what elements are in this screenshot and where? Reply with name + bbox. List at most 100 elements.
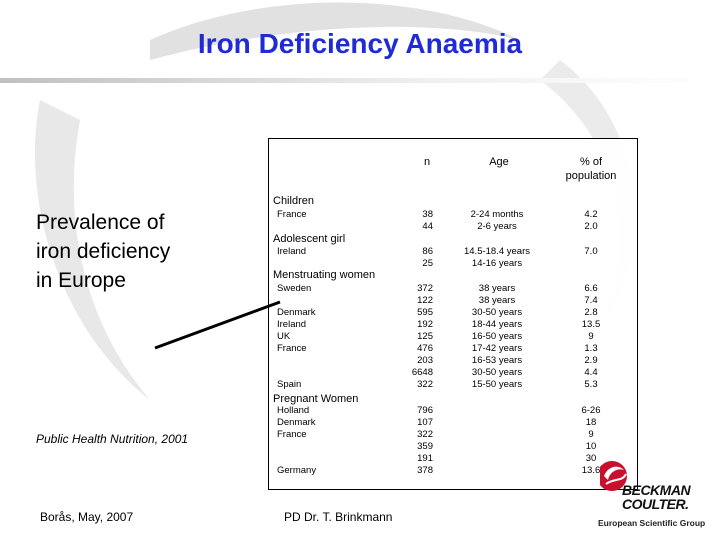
country: Germany xyxy=(277,465,317,476)
pct-value: 10 xyxy=(585,441,597,452)
pct-value: 9 xyxy=(588,429,594,440)
age-value: 2-6 years xyxy=(477,221,517,232)
pct-value: 18 xyxy=(585,417,597,428)
age-value: 30-50 years xyxy=(471,367,523,378)
n-value: 6648 xyxy=(411,367,433,378)
title-divider xyxy=(0,78,720,83)
children-pct: 4.2 2.0 xyxy=(575,209,607,233)
menstruating-pct: 6.6 7.4 2.8 13.5 9 1.3 2.9 4.4 5.3 xyxy=(575,283,607,391)
n-value: 125 xyxy=(417,331,433,342)
age-value: 38 years xyxy=(478,295,516,306)
n-value: 322 xyxy=(417,429,433,440)
age-value: 14.5-18.4 years xyxy=(463,246,530,257)
country: Denmark xyxy=(277,417,316,428)
country: Ireland xyxy=(277,246,307,257)
country xyxy=(277,441,316,453)
country: UK xyxy=(277,331,291,342)
logo-line-2: COULTER. xyxy=(622,496,689,512)
country: France xyxy=(277,209,307,220)
pregnant-countries: Holland Denmark France Germany xyxy=(277,405,316,477)
pct-value: 2.8 xyxy=(584,307,598,318)
pct-value: 4.4 xyxy=(584,367,598,378)
n-value: 796 xyxy=(417,405,433,416)
pct-value: 30 xyxy=(585,453,597,464)
age-value: 16-53 years xyxy=(471,355,523,366)
n-value: 372 xyxy=(417,283,433,294)
menstruating-age: 38 years 38 years 30-50 years 18-44 year… xyxy=(447,283,547,391)
prevalence-line: in Europe xyxy=(36,269,126,292)
prevalence-heading: Prevalence of iron deficiency in Europe xyxy=(36,208,170,295)
footer-place-date: Borås, May, 2007 xyxy=(40,510,134,524)
adolescent-countries: Ireland xyxy=(277,246,306,258)
adolescent-age: 14.5-18.4 years 14-16 years xyxy=(447,246,547,270)
n-value: 191 xyxy=(417,453,433,464)
prevalence-line: Prevalence of xyxy=(36,211,165,234)
pct-value: 6.6 xyxy=(584,283,598,294)
n-value: 476 xyxy=(417,343,433,354)
age-value: 14-16 years xyxy=(471,258,523,269)
pct-value: 13.5 xyxy=(581,319,601,330)
country xyxy=(277,367,316,379)
pct-value: 2.0 xyxy=(584,221,598,232)
section-pregnant: Pregnant Women xyxy=(273,393,361,405)
pct-value: 7.4 xyxy=(584,295,598,306)
section-children: Children xyxy=(273,195,353,207)
age-value: 2-24 months xyxy=(470,209,524,220)
adolescent-n: 86 25 xyxy=(403,246,433,270)
pregnant-n: 796 107 322 359 191 378 xyxy=(403,405,433,477)
header-percent: % of population xyxy=(565,156,617,182)
logo-subtitle: European Scientific Group xyxy=(598,518,706,528)
country xyxy=(277,355,316,367)
beckman-coulter-logo xyxy=(600,461,627,491)
n-value: 192 xyxy=(417,319,433,330)
citation: Public Health Nutrition, 2001 xyxy=(36,432,189,446)
pct-value: 4.2 xyxy=(584,209,598,220)
n-value: 595 xyxy=(417,307,433,318)
pct-value: 13.6 xyxy=(581,465,601,476)
country: France xyxy=(277,429,307,440)
slide-title: Iron Deficiency Anaemia xyxy=(197,28,523,59)
age-value: 16-50 years xyxy=(471,331,523,342)
pct-value: 5.3 xyxy=(584,379,598,390)
age-value: 17-42 years xyxy=(471,343,523,354)
prevalence-line: iron deficiency xyxy=(36,240,171,263)
children-n: 38 44 xyxy=(403,209,433,233)
country xyxy=(277,295,316,307)
n-value: 86 xyxy=(422,246,433,257)
prevalence-table: n Age % of population Children France 38… xyxy=(268,138,638,490)
age-value: 30-50 years xyxy=(471,307,523,318)
country: Sweden xyxy=(277,283,312,294)
header-n: n xyxy=(423,156,431,168)
pct-value: 7.0 xyxy=(584,246,598,257)
n-value: 359 xyxy=(417,441,433,452)
age-value: 18-44 years xyxy=(471,319,523,330)
pct-value: 2.9 xyxy=(584,355,598,366)
age-value: 15-50 years xyxy=(471,379,523,390)
n-value: 378 xyxy=(417,465,433,476)
pct-value: 9 xyxy=(588,331,594,342)
country xyxy=(277,453,316,465)
children-age: 2-24 months 2-6 years xyxy=(447,209,547,233)
n-value: 44 xyxy=(422,221,433,232)
header-age: Age xyxy=(489,156,509,168)
n-value: 203 xyxy=(417,355,433,366)
logo-wordmark: BECKMAN COULTER. xyxy=(622,482,691,512)
age-value: 38 years xyxy=(478,283,516,294)
country: Denmark xyxy=(277,307,316,318)
n-value: 38 xyxy=(422,209,433,220)
menstruating-n: 372 122 595 192 125 476 203 6648 322 xyxy=(403,283,433,391)
pct-value: 6-26 xyxy=(581,405,601,416)
country: Ireland xyxy=(277,319,307,330)
pregnant-pct: 6-26 18 9 10 30 13.6 xyxy=(575,405,607,477)
logo-line-1: BECKMAN xyxy=(622,482,691,498)
country: Spain xyxy=(277,379,302,390)
n-value: 122 xyxy=(417,295,433,306)
pct-value: 1.3 xyxy=(584,343,598,354)
section-adolescent: Adolescent girl xyxy=(273,233,348,245)
country: France xyxy=(277,343,307,354)
n-value: 25 xyxy=(422,258,433,269)
n-value: 107 xyxy=(417,417,433,428)
country: Holland xyxy=(277,405,310,416)
section-menstruating: Menstruating women xyxy=(273,269,378,281)
